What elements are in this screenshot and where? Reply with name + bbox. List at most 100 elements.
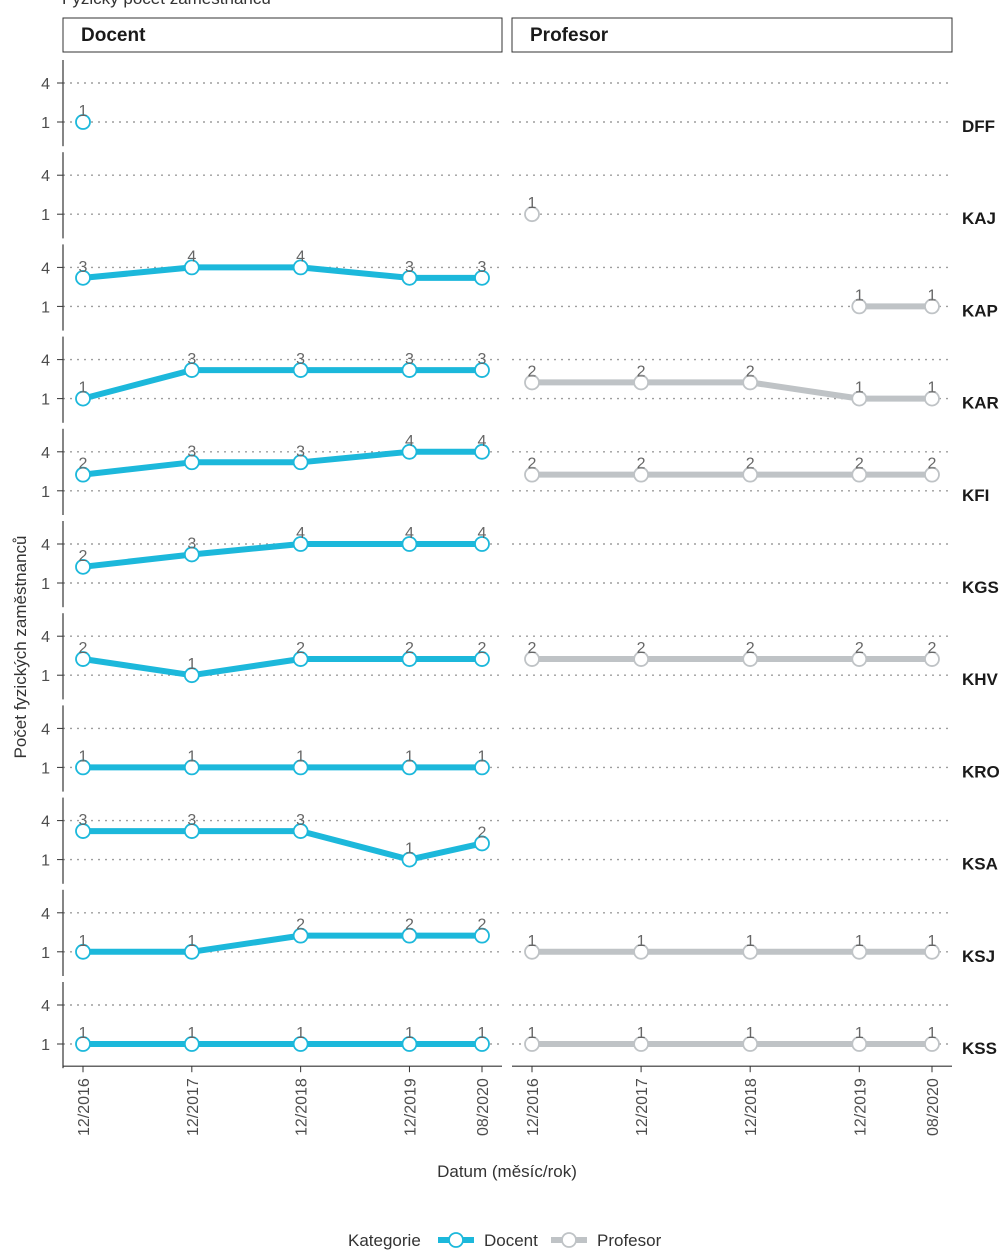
facet-row-label-kfi: KFI — [962, 486, 989, 505]
data-point-docent — [401, 536, 418, 552]
data-label: 2 — [296, 917, 305, 934]
data-point-profesor — [633, 943, 649, 960]
data-point-docent — [292, 823, 309, 839]
data-point-docent — [474, 835, 490, 852]
data-label: 2 — [79, 640, 88, 657]
data-point-docent — [292, 259, 309, 276]
data-point-profesor — [851, 298, 868, 315]
data-label: 2 — [928, 640, 937, 657]
data-point-docent — [75, 1036, 91, 1052]
data-point-docent — [474, 536, 490, 552]
data-label: 1 — [187, 933, 196, 950]
x-tick-label: 08/2020 — [925, 1078, 942, 1136]
data-label: 3 — [187, 535, 196, 552]
data-label: 1 — [928, 287, 937, 304]
data-label: 2 — [637, 456, 646, 473]
y-tick-label: 1 — [41, 207, 50, 224]
data-label: 1 — [478, 748, 487, 765]
data-point-docent — [292, 927, 309, 944]
data-label: 1 — [855, 287, 864, 304]
series-line-docent-khv — [82, 656, 482, 679]
x-tick-label: 12/2018 — [294, 1078, 311, 1136]
data-point-docent — [401, 1036, 418, 1052]
y-tick-label: 4 — [41, 260, 50, 277]
x-tick-label: 12/2017 — [634, 1078, 651, 1136]
data-point-docent — [474, 927, 490, 944]
data-label: 3 — [79, 812, 88, 829]
data-label: 2 — [928, 456, 937, 473]
data-point-docent — [75, 114, 91, 130]
data-label: 1 — [528, 933, 537, 950]
facet-row-label-kss: KSS — [962, 1039, 997, 1058]
series-line-docent-kgs — [82, 541, 482, 570]
data-label: 1 — [746, 1025, 755, 1042]
data-point-docent — [401, 927, 418, 944]
data-label: 1 — [928, 380, 937, 397]
data-label: 2 — [528, 640, 537, 657]
data-label: 1 — [296, 748, 305, 765]
data-point-docent — [75, 759, 91, 776]
data-point-docent — [75, 823, 91, 839]
data-point-docent — [183, 454, 200, 471]
data-label: 2 — [637, 640, 646, 657]
data-point-profesor — [924, 390, 940, 407]
facet-row-label-kro: KRO — [962, 762, 1000, 781]
data-label: 3 — [187, 443, 196, 460]
data-point-docent — [292, 536, 309, 552]
y-tick-label: 4 — [41, 168, 50, 185]
data-label: 3 — [478, 259, 487, 276]
facet-row-label-ksa: KSA — [962, 855, 998, 874]
data-point-profesor — [633, 374, 649, 391]
data-point-docent — [292, 1036, 309, 1052]
data-point-docent — [474, 362, 490, 378]
data-label: 1 — [79, 933, 88, 950]
data-label: 4 — [296, 525, 305, 542]
data-label: 1 — [637, 933, 646, 950]
y-tick-label: 4 — [41, 721, 50, 738]
data-label: 2 — [637, 363, 646, 380]
data-label: 3 — [187, 812, 196, 829]
legend-key-point — [561, 1232, 577, 1248]
y-tick-label: 1 — [41, 484, 50, 501]
data-label: 2 — [855, 456, 864, 473]
facet-row-label-khv: KHV — [962, 670, 999, 689]
chart-title: Fyzický počet zaměstnanců — [62, 0, 271, 8]
data-label: 1 — [405, 841, 414, 858]
facet-row-label-dff: DFF — [962, 117, 995, 136]
y-tick-label: 1 — [41, 1037, 50, 1054]
data-point-profesor — [851, 943, 868, 960]
legend-key-point — [448, 1232, 464, 1248]
data-point-docent — [401, 759, 418, 776]
data-label: 1 — [79, 380, 88, 397]
series-line-docent-kap — [82, 264, 482, 281]
data-point-profesor — [851, 466, 868, 483]
data-point-profesor — [524, 943, 540, 960]
data-point-docent — [292, 454, 309, 471]
data-point-profesor — [633, 651, 649, 667]
series-line-docent-ksa — [83, 828, 483, 863]
x-tick-label: 12/2017 — [185, 1078, 202, 1136]
data-label: 1 — [637, 1025, 646, 1042]
data-label: 1 — [528, 1025, 537, 1042]
data-label: 1 — [79, 748, 88, 765]
data-label: 3 — [405, 259, 414, 276]
data-point-profesor — [524, 206, 540, 223]
series-line-profesor-kar — [532, 379, 932, 402]
data-label: 2 — [79, 548, 88, 565]
data-point-docent — [183, 1036, 200, 1052]
data-label: 2 — [79, 456, 88, 473]
y-axis-title: Počet fyzických zaměstnanců — [11, 536, 30, 759]
data-point-docent — [401, 269, 418, 286]
data-label: 1 — [79, 1025, 88, 1042]
data-label: 1 — [928, 933, 937, 950]
data-label: 2 — [746, 363, 755, 380]
data-label: 3 — [296, 443, 305, 460]
x-tick-label: 12/2019 — [402, 1078, 419, 1136]
series-line-docent-kfi — [82, 448, 482, 478]
data-label: 4 — [187, 248, 196, 265]
data-point-docent — [183, 546, 200, 563]
legend-title: Kategorie — [348, 1231, 421, 1250]
y-tick-label: 1 — [41, 853, 50, 870]
data-point-profesor — [742, 466, 759, 483]
data-label: 2 — [405, 917, 414, 934]
